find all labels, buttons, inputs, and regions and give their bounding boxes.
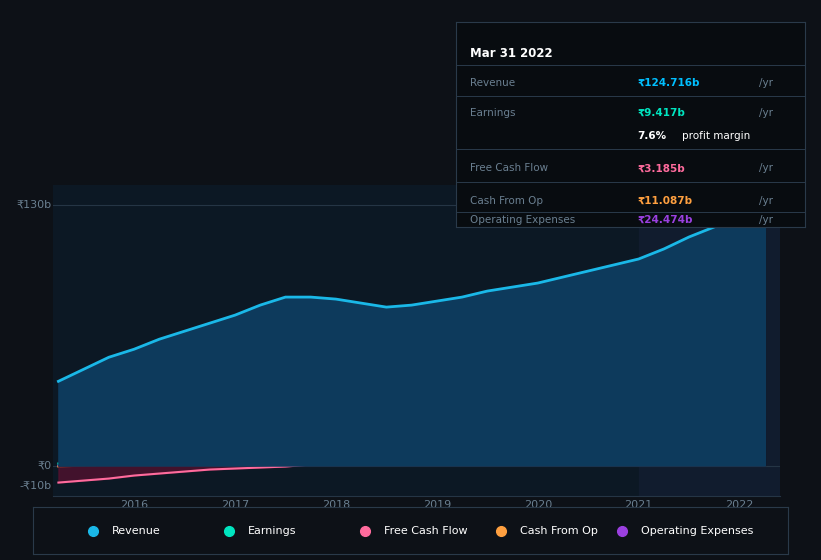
Text: ₹24.474b: ₹24.474b [637, 214, 693, 225]
Text: 7.6%: 7.6% [637, 130, 666, 141]
Text: Earnings: Earnings [248, 526, 296, 535]
Text: ₹0: ₹0 [37, 460, 52, 470]
Text: Operating Expenses: Operating Expenses [641, 526, 753, 535]
Text: Revenue: Revenue [470, 78, 515, 87]
Text: ₹3.185b: ₹3.185b [637, 164, 685, 174]
Bar [639, 185, 780, 496]
Text: Cash From Op: Cash From Op [520, 526, 598, 535]
Text: /yr: /yr [759, 108, 773, 118]
Text: /yr: /yr [759, 196, 773, 206]
Text: Free Cash Flow: Free Cash Flow [384, 526, 468, 535]
Text: Mar 31 2022: Mar 31 2022 [470, 47, 553, 60]
Text: Operating Expenses: Operating Expenses [470, 214, 575, 225]
Text: /yr: /yr [759, 164, 773, 174]
Text: Free Cash Flow: Free Cash Flow [470, 164, 548, 174]
Text: ₹130b: ₹130b [16, 200, 52, 210]
Text: /yr: /yr [759, 214, 773, 225]
Text: profit margin: profit margin [682, 130, 750, 141]
Text: Cash From Op: Cash From Op [470, 196, 543, 206]
Text: -₹10b: -₹10b [19, 480, 52, 491]
Text: Earnings: Earnings [470, 108, 515, 118]
Text: Revenue: Revenue [112, 526, 161, 535]
Text: ₹124.716b: ₹124.716b [637, 78, 699, 87]
Text: /yr: /yr [759, 78, 773, 87]
Text: ₹9.417b: ₹9.417b [637, 108, 685, 118]
Text: ₹11.087b: ₹11.087b [637, 196, 692, 206]
